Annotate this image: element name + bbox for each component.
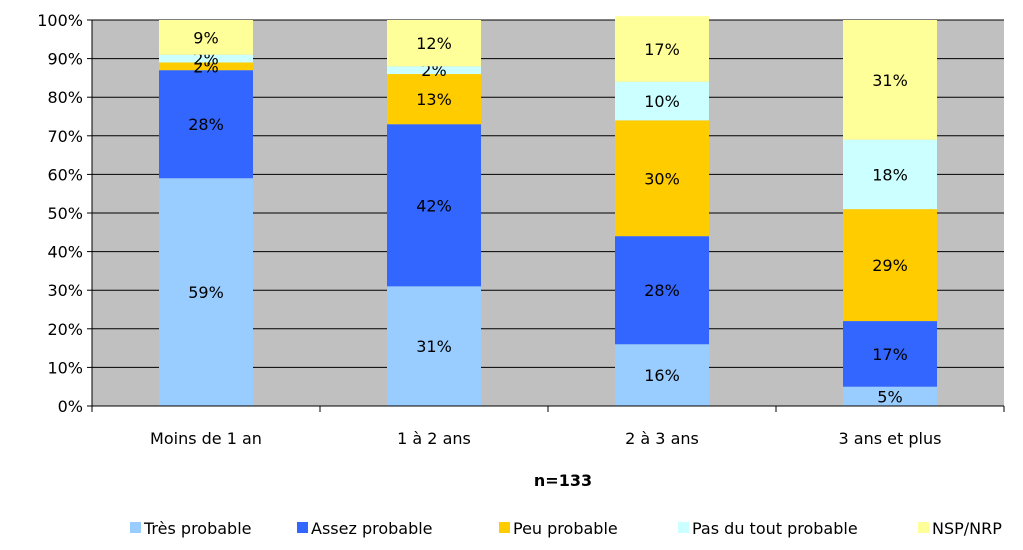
data-label: 12% (416, 34, 452, 53)
y-tick-label: 0% (58, 397, 83, 416)
bar-segment (159, 178, 253, 406)
bar-segment (387, 124, 481, 287)
data-label: 17% (872, 345, 908, 364)
bar-segment (843, 20, 937, 140)
legend-swatch (499, 522, 510, 533)
legend-label: Pas du tout probable (692, 519, 858, 538)
data-label: 42% (416, 196, 452, 215)
x-axis-title: n=133 (534, 471, 592, 490)
x-tick-label: 1 à 2 ans (397, 429, 471, 448)
bar-segment (159, 70, 253, 179)
data-label: 29% (872, 256, 908, 275)
bar-segment (615, 236, 709, 345)
data-label: 30% (644, 169, 680, 188)
data-label: 28% (188, 115, 224, 134)
legend-label: Peu probable (513, 519, 618, 538)
bar-segment (615, 81, 709, 121)
bar-segment (159, 54, 253, 63)
bar-segment (615, 16, 709, 82)
legend-swatch (297, 522, 308, 533)
bar-segment (159, 20, 253, 55)
data-label: 18% (872, 165, 908, 184)
bar-segment (387, 286, 481, 406)
plot-area: 59%28%2%2%9%31%42%13%2%12%16%28%30%10%17… (92, 16, 1004, 406)
bar-segment (615, 344, 709, 406)
y-tick-label: 20% (47, 320, 83, 339)
legend-swatch (678, 522, 689, 533)
bar-segment (843, 139, 937, 210)
data-label: 9% (193, 28, 218, 47)
bar-segment (159, 62, 253, 71)
y-tick-label: 40% (47, 243, 83, 262)
bar-segment (387, 74, 481, 125)
data-label: 5% (877, 387, 902, 406)
legend: Très probable Assez probable Peu probable P… (130, 519, 1002, 538)
data-label: 31% (872, 71, 908, 90)
y-tick-label: 100% (37, 11, 83, 30)
bar-segment (387, 66, 481, 75)
x-tick-label: 3 ans et plus (839, 429, 942, 448)
data-label: 13% (416, 90, 452, 109)
y-tick-label: 70% (47, 127, 83, 146)
bar-segment (843, 321, 937, 387)
legend-swatch (130, 522, 141, 533)
bar-segment (843, 386, 937, 406)
y-tick-label: 90% (47, 50, 83, 69)
data-label: 31% (416, 337, 452, 356)
legend-label: Assez probable (311, 519, 433, 538)
legend-swatch (918, 522, 929, 533)
data-label: 16% (644, 366, 680, 385)
y-tick-label: 50% (47, 204, 83, 223)
bar-segment (387, 20, 481, 67)
x-axis: Moins de 1 an 1 à 2 ans 2 à 3 ans 3 ans et … (91, 405, 1005, 448)
y-tick-label: 30% (47, 281, 83, 300)
bar-segment (843, 209, 937, 322)
bar-segment (615, 120, 709, 237)
data-label: 10% (644, 92, 680, 111)
x-tick-label: 2 à 3 ans (625, 429, 699, 448)
y-axis: 0% 10% 20% 30% 40% 50% 60% 70% 80% 90% 100% (37, 11, 93, 416)
y-tick-label: 10% (47, 358, 83, 377)
data-label: 28% (644, 281, 680, 300)
data-label: 17% (644, 40, 680, 59)
y-tick-label: 80% (47, 88, 83, 107)
data-label: 59% (188, 283, 224, 302)
x-tick-label: Moins de 1 an (150, 429, 262, 448)
y-tick-label: 60% (47, 165, 83, 184)
legend-label: NSP/NRP (932, 519, 1002, 538)
legend-label: Très probable (143, 519, 252, 538)
